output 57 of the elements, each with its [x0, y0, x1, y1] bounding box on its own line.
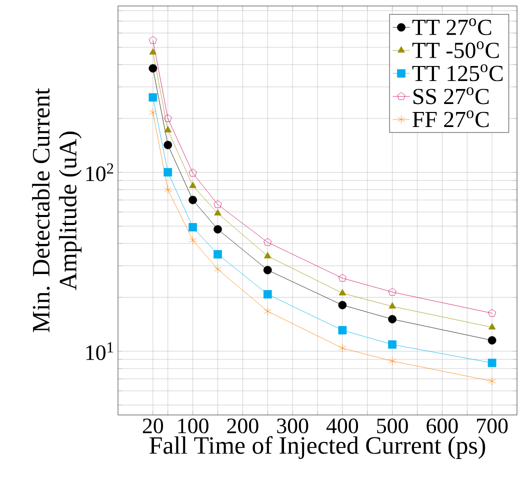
- point: [164, 126, 172, 132]
- point: [264, 252, 272, 258]
- point: [263, 266, 272, 274]
- x-tick-label: 200: [227, 418, 258, 434]
- point: [388, 340, 396, 349]
- point: [149, 108, 157, 117]
- point: [264, 307, 272, 316]
- point: [338, 326, 347, 334]
- point: [188, 223, 198, 232]
- x-tick-label: 20: [142, 418, 164, 434]
- legend-label: TT 27$^{o}$C: [412, 18, 492, 36]
- x-tick-label: 300: [277, 418, 308, 434]
- point: [338, 274, 346, 282]
- point: [338, 288, 346, 296]
- point: [488, 309, 496, 317]
- point: [388, 302, 396, 309]
- point: [488, 376, 496, 386]
- legend-label: FF 27$^{o}$C: [412, 110, 489, 128]
- point: [214, 209, 222, 216]
- point: [488, 358, 496, 368]
- y-tick-label: 10$^{2}$: [86, 163, 114, 182]
- point: [264, 238, 272, 246]
- x-tick-label: 700: [477, 418, 508, 434]
- y-axis-title: Min. Detectable Current Amplitude (uA): [32, 88, 82, 332]
- point: [338, 300, 347, 310]
- x-axis-title: Fall Time of Injected Current (ps): [150, 436, 486, 459]
- point: [148, 93, 158, 102]
- point: [214, 225, 222, 234]
- point: [164, 114, 172, 122]
- point: [488, 336, 496, 345]
- legend-label: SS 27$^{o}$C: [413, 87, 489, 104]
- x-tick-label: 100: [178, 418, 208, 434]
- x-tick-label: 600: [426, 418, 458, 434]
- point: [164, 185, 172, 194]
- point: [388, 356, 396, 366]
- point: [488, 323, 496, 330]
- point: [189, 182, 196, 188]
- point: [164, 140, 172, 150]
- legend-label: TT -50$^{o}$C: [412, 41, 499, 58]
- point: [214, 250, 222, 258]
- point: [188, 196, 198, 204]
- point: [388, 314, 396, 324]
- point: [189, 236, 196, 244]
- point: [338, 344, 346, 352]
- x-tick-label: 500: [377, 418, 408, 434]
- point: [214, 200, 222, 208]
- y-tick-label: 10$^{1}$: [86, 342, 114, 360]
- point: [148, 64, 158, 73]
- point: [148, 36, 157, 44]
- point: [164, 168, 172, 176]
- point: [214, 265, 222, 274]
- point: [188, 168, 197, 176]
- point: [149, 48, 157, 55]
- point: [388, 288, 396, 296]
- x-tick-label: 400: [326, 418, 358, 434]
- point: [263, 290, 272, 298]
- legend-label: TT 125$^{o}$C: [412, 64, 503, 82]
